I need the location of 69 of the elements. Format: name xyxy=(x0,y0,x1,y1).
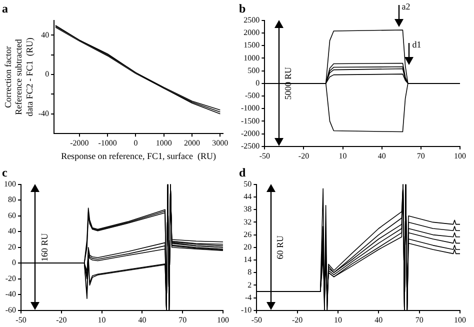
x-tick-label: 10 xyxy=(338,151,347,160)
x-tick-label: 100 xyxy=(454,151,466,160)
y-tick-label: -500 xyxy=(244,91,260,100)
x-tick-label: 40 xyxy=(138,315,146,324)
chart-title: d xyxy=(239,165,246,180)
y-tick-label: -60 xyxy=(5,305,16,314)
annotation: 60 RU xyxy=(275,235,286,260)
y-tick-label: 14 xyxy=(244,255,252,264)
y-tick-label: -1000 xyxy=(240,104,260,113)
y-axis-title: Correction factor Reference subtracted data FC2 - FC1 (RU) xyxy=(2,38,34,116)
y-tick-label: 8 xyxy=(248,268,252,277)
chart-title: c xyxy=(2,165,8,180)
x-tick-label: -50 xyxy=(251,315,262,324)
y-tick-label: 2500 xyxy=(244,15,260,24)
y-tick-label: 0 xyxy=(45,70,50,79)
y-tick-label: 50 xyxy=(244,179,252,188)
y-tick-label: 20 xyxy=(8,242,16,252)
y-tick-label: -2500 xyxy=(240,141,260,150)
y-tick-label: 500 xyxy=(248,66,260,75)
y-tick-label: 80 xyxy=(8,195,16,204)
x-tick-label: -1000 xyxy=(98,138,117,148)
y-tick-label: 38 xyxy=(244,204,252,214)
y-tick-label: -40 xyxy=(38,109,50,118)
x-tick-label: 70 xyxy=(415,315,424,324)
y-tick-label: 40 xyxy=(8,226,16,236)
y-tick-label: 20 xyxy=(244,242,252,252)
x-tick-label: -50 xyxy=(259,151,270,160)
y-tick-label: 26 xyxy=(244,230,252,239)
x-tick-label: 3000 xyxy=(212,138,228,148)
x-tick-label: 2000 xyxy=(184,138,200,148)
y-tick-label: -4 xyxy=(244,292,252,302)
y-tick-label: 1000 xyxy=(244,53,260,62)
annotation: a2 xyxy=(402,1,410,12)
annotation: d1 xyxy=(412,40,422,50)
chart-title: a xyxy=(2,1,8,16)
y-tick-label: -10 xyxy=(240,305,252,314)
y-tick-label: -40 xyxy=(5,290,16,299)
y-tick-label: 0 xyxy=(12,258,16,268)
x-tick-label: 1000 xyxy=(156,138,172,148)
x-tick-label: 100 xyxy=(454,315,466,324)
chart-title: b xyxy=(239,1,246,16)
x-tick-label: 40 xyxy=(378,151,386,160)
y-tick-label: 60 xyxy=(8,210,16,220)
y-tick-label: -2000 xyxy=(240,128,260,138)
x-tick-label: 10 xyxy=(334,315,342,324)
y-tick-label: 0 xyxy=(256,78,260,88)
y-tick-label: 100 xyxy=(4,179,16,188)
x-axis-title: Response on reference, FC1, surface (RU) xyxy=(61,150,216,161)
y-tick-label: -20 xyxy=(5,274,16,283)
x-tick-label: 40 xyxy=(374,315,383,324)
x-tick-label: -20 xyxy=(292,315,303,324)
y-tick-label: 40 xyxy=(41,30,50,40)
y-tick-label: 2 xyxy=(248,280,252,290)
x-tick-label: -2000 xyxy=(70,138,89,148)
x-tick-label: -50 xyxy=(16,315,26,324)
x-tick-label: -20 xyxy=(56,315,67,324)
y-tick-label: 44 xyxy=(244,192,252,202)
x-tick-label: 100 xyxy=(217,315,229,324)
x-tick-label: -20 xyxy=(298,151,310,160)
y-tick-label: -1500 xyxy=(240,116,260,126)
x-tick-label: 0 xyxy=(134,138,138,148)
x-tick-label: 70 xyxy=(178,315,187,324)
annotation: 5000 RU xyxy=(283,66,294,100)
x-tick-label: 10 xyxy=(98,315,106,324)
y-tick-label: 1500 xyxy=(244,40,260,50)
y-tick-label: 2000 xyxy=(244,28,260,38)
y-tick-label: 32 xyxy=(244,217,252,226)
annotation: 160 RU xyxy=(39,232,50,262)
x-tick-label: 70 xyxy=(416,151,425,160)
